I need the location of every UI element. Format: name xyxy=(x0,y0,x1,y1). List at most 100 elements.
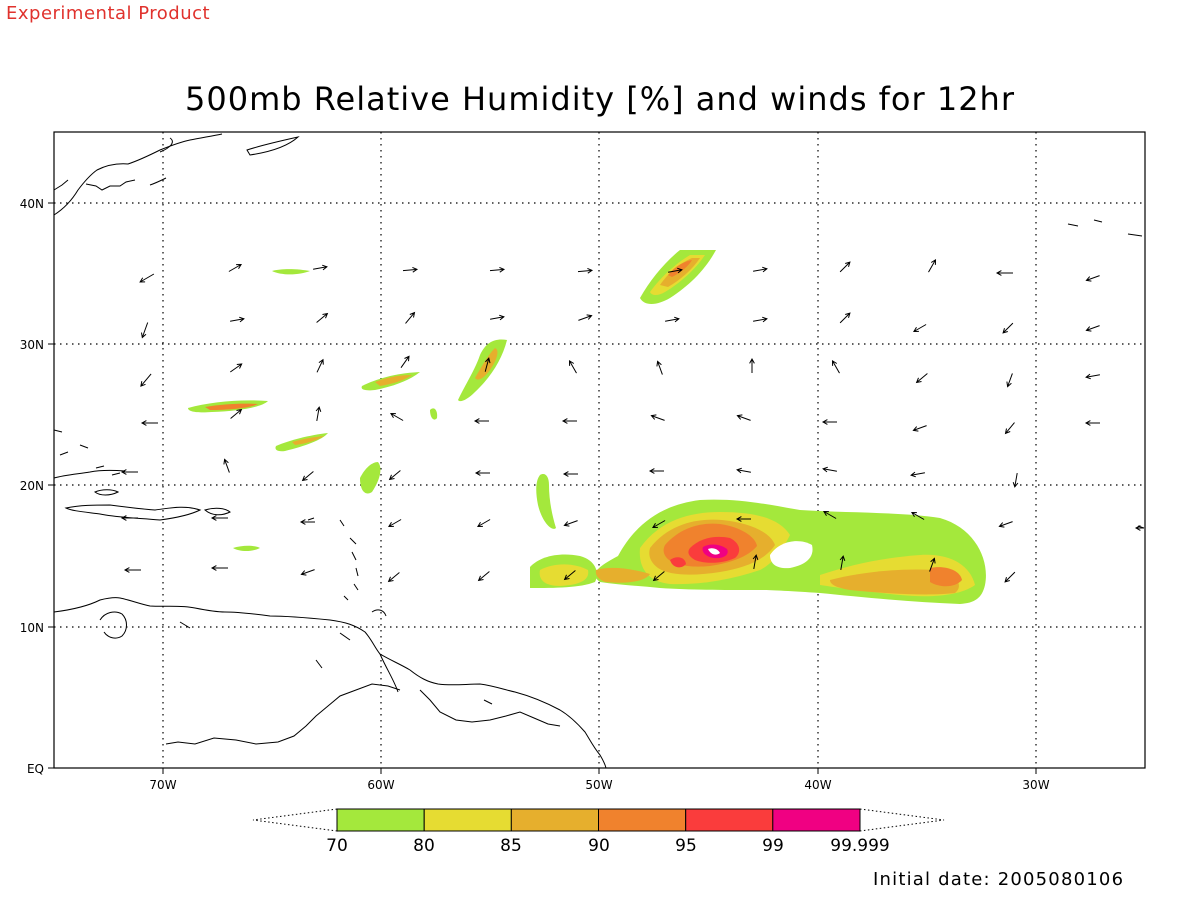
colorbar-swatch xyxy=(510,808,599,832)
arrow-icon xyxy=(839,261,851,273)
arrow-icon xyxy=(1085,325,1100,332)
arrow-icon xyxy=(995,270,1013,276)
colorbar-label-70: 70 xyxy=(326,836,348,856)
arrow-icon xyxy=(120,469,138,475)
arrow-icon xyxy=(1002,322,1014,334)
arrow-icon xyxy=(736,467,751,474)
arrow-icon xyxy=(736,414,751,421)
arrow-icon xyxy=(929,557,936,572)
coast-cuba xyxy=(53,469,126,479)
lon-label-70w: 70W xyxy=(149,778,176,792)
coast-river-border xyxy=(165,683,561,745)
arrow-icon xyxy=(910,471,925,478)
arrow-icon xyxy=(484,357,491,372)
arrow-icon xyxy=(1085,373,1100,380)
arrow-icon xyxy=(1085,275,1100,282)
arrow-icon xyxy=(473,418,489,424)
colorbar-label-99999: 99.999 xyxy=(830,836,889,856)
arrow-icon xyxy=(839,555,846,570)
arrow-icon xyxy=(474,470,490,476)
arrow-icon xyxy=(490,314,505,321)
arrow-icon xyxy=(316,358,324,373)
arrow-icon xyxy=(387,572,400,583)
colorbar-swatches xyxy=(336,808,861,832)
arrow-icon xyxy=(839,312,851,324)
coast-orinoco xyxy=(315,653,493,705)
arrow-icon xyxy=(1134,525,1144,531)
humidity-band-85-east xyxy=(830,569,959,595)
lat-label-eq: EQ xyxy=(27,762,44,776)
arrow-icon xyxy=(477,519,491,528)
arrow-icon xyxy=(1084,420,1100,426)
arrow-icon xyxy=(668,267,683,274)
map-title: 500mb Relative Humidity [%] and winds fo… xyxy=(185,80,1015,118)
arrow-icon xyxy=(210,565,228,571)
humidity-core-white xyxy=(708,548,720,555)
wind-arrows xyxy=(120,259,1144,583)
colorbar-swatch xyxy=(336,808,425,832)
arrow-icon xyxy=(652,520,666,529)
lat-label-30n: 30N xyxy=(20,338,44,352)
arrow-icon xyxy=(301,471,314,482)
colorbar: 70 80 85 90 95 99 99.999 xyxy=(252,808,945,856)
experimental-product-label: Experimental Product xyxy=(6,3,211,24)
lat-label-40n: 40N xyxy=(20,197,44,211)
arrow-icon xyxy=(405,311,416,324)
humidity-patch-20n-60w xyxy=(360,462,381,494)
arrow-icon xyxy=(752,554,759,569)
arrow-icon xyxy=(123,567,141,573)
arrow-icon xyxy=(315,406,322,421)
arrow-icon xyxy=(648,468,664,474)
initial-date-label: Initial date: 2005080106 xyxy=(873,869,1125,890)
arrow-icon xyxy=(563,570,576,581)
arrow-icon xyxy=(563,520,578,527)
coast-bahamas xyxy=(53,429,121,476)
arrow-icon xyxy=(821,419,837,425)
arrow-icon xyxy=(1004,422,1015,435)
coast-tobago xyxy=(371,609,387,617)
arrow-icon xyxy=(735,516,751,522)
arrow-icon xyxy=(928,259,937,273)
coast-venezuela-lake xyxy=(99,611,351,641)
arrow-icon xyxy=(915,373,928,384)
grid-lines xyxy=(54,132,1145,768)
colorbar-label-85: 85 xyxy=(500,836,522,856)
arrow-icon xyxy=(911,511,925,520)
humidity-patch-25n-57w xyxy=(430,408,438,420)
arrow-icon xyxy=(577,267,594,274)
arrow-icon xyxy=(120,515,138,521)
arrow-icon xyxy=(823,510,837,519)
arrow-icon xyxy=(753,266,768,273)
arrow-icon xyxy=(400,355,410,368)
arrow-icon xyxy=(1004,571,1016,583)
tick-marks xyxy=(48,202,1037,774)
arrow-icon xyxy=(665,316,680,323)
humidity-band-85-tail xyxy=(595,567,650,583)
arrow-icon xyxy=(388,470,401,481)
arrow-icon xyxy=(140,420,158,426)
colorbar-left-extension xyxy=(252,808,338,832)
arrow-icon xyxy=(230,363,243,373)
arrow-icon xyxy=(656,360,663,375)
arrow-icon xyxy=(313,264,328,271)
arrow-icon xyxy=(489,266,506,273)
arrow-icon xyxy=(139,273,155,283)
lat-label-10n: 10N xyxy=(20,621,44,635)
arrow-icon xyxy=(390,412,404,421)
humidity-patch-35n-64w xyxy=(272,269,310,275)
colorbar-swatch xyxy=(685,808,774,832)
arrow-icon xyxy=(299,519,315,525)
arrow-icon xyxy=(822,466,837,473)
lon-label-60w: 60W xyxy=(367,778,394,792)
arrow-icon xyxy=(1012,473,1019,488)
coastlines xyxy=(53,133,1145,769)
arrow-icon xyxy=(230,408,243,419)
arrow-icon xyxy=(561,418,577,424)
arrow-icon xyxy=(753,316,768,323)
arrow-icon xyxy=(316,312,329,323)
lon-label-50w: 50W xyxy=(585,778,612,792)
colorbar-swatch xyxy=(423,808,512,832)
humidity-shading xyxy=(188,250,986,604)
arrow-icon xyxy=(749,357,755,373)
colorbar-label-95: 95 xyxy=(675,836,697,856)
